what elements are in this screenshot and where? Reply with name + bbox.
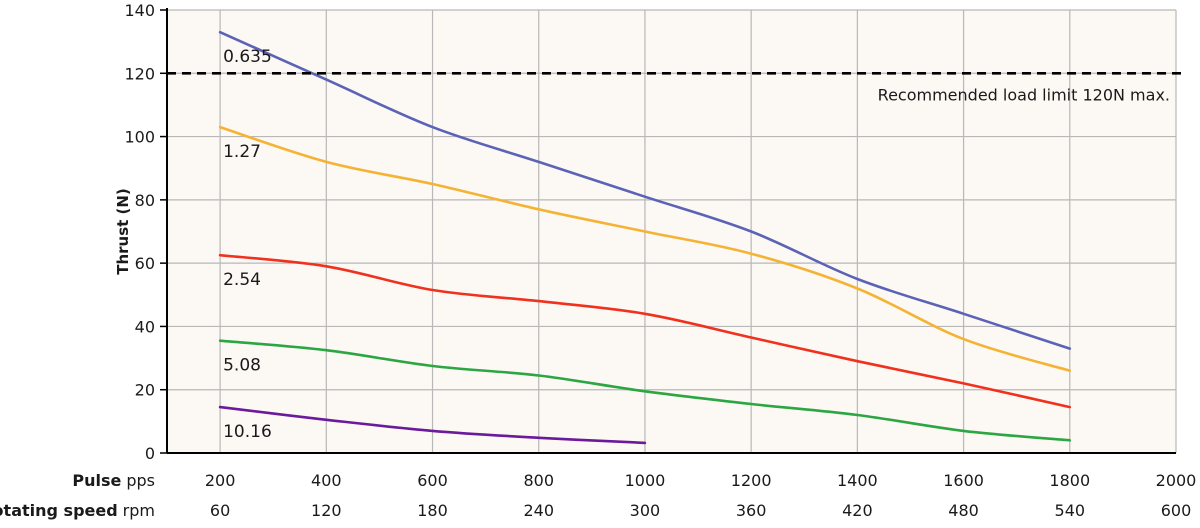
y-tick-label: 60	[135, 254, 155, 273]
reference-line-label: Recommended load limit 120N max.	[878, 85, 1170, 104]
x-row-unit: pps	[126, 471, 155, 490]
x-tick-label: 540	[1055, 501, 1086, 520]
y-tick-label: 120	[124, 64, 155, 83]
series-line-2-54	[218, 253, 1072, 409]
series-line-1-27	[218, 125, 1072, 372]
x-tick-label: 120	[311, 501, 342, 520]
series-label: 10.16	[223, 422, 272, 442]
x-tick-label: 1400	[837, 471, 878, 490]
y-tick-label: 0	[145, 444, 155, 463]
x-tick-label: 1600	[943, 471, 984, 490]
series-label: 5.08	[223, 356, 261, 376]
x-tick-label: 1800	[1049, 471, 1090, 490]
series-line-10-16	[218, 405, 647, 445]
y-tick-label: 100	[124, 128, 155, 147]
x-tick-label: 1200	[731, 471, 772, 490]
series-line-5-08	[218, 339, 1072, 442]
x-tick-label: 600	[1161, 501, 1192, 520]
x-tick-label: 300	[630, 501, 661, 520]
x-tick-label: 800	[523, 471, 554, 490]
y-tick-label: 20	[135, 381, 155, 400]
x-tick-label: 400	[311, 471, 342, 490]
grid	[166, 8, 1177, 454]
reference-line: Recommended load limit 120N max.	[167, 71, 1182, 104]
y-axis-ticks: 0 20 40 60 80 100 120 140	[124, 1, 167, 463]
curve-labels: 0.635 1.27 2.54 5.08 10.16	[223, 47, 272, 442]
x-axis-rows: Pulse pps 200 400 600 800 1000 1200 1400 1600 1800…	[0, 471, 1196, 520]
x-tick-label: 480	[948, 501, 979, 520]
x-row-name: Pulse	[72, 471, 121, 490]
x-row-title: Pulse pps	[72, 471, 155, 490]
x-tick-label: 180	[417, 501, 448, 520]
y-tick-label: 80	[135, 191, 155, 210]
x-tick-label: 240	[523, 501, 554, 520]
x-row-unit: rpm	[123, 501, 155, 520]
y-tick-label: 140	[124, 1, 155, 20]
curves	[218, 30, 1072, 445]
series-label: 2.54	[223, 270, 261, 290]
x-tick-label: 2000	[1156, 471, 1197, 490]
x-row-title: Rotating speed rpm	[0, 501, 155, 520]
x-tick-label: 60	[210, 501, 230, 520]
x-tick-label: 420	[842, 501, 873, 520]
x-tick-label: 1000	[625, 471, 666, 490]
x-tick-label: 600	[417, 471, 448, 490]
y-tick-label: 40	[135, 317, 155, 336]
series-label: 1.27	[223, 142, 261, 162]
x-row-name: Rotating speed	[0, 501, 118, 520]
x-tick-label: 360	[736, 501, 767, 520]
x-tick-label: 200	[205, 471, 236, 490]
series-line-0-635	[218, 30, 1072, 350]
y-axis-label: Thrust (N)	[114, 188, 132, 275]
series-label: 0.635	[223, 47, 272, 67]
